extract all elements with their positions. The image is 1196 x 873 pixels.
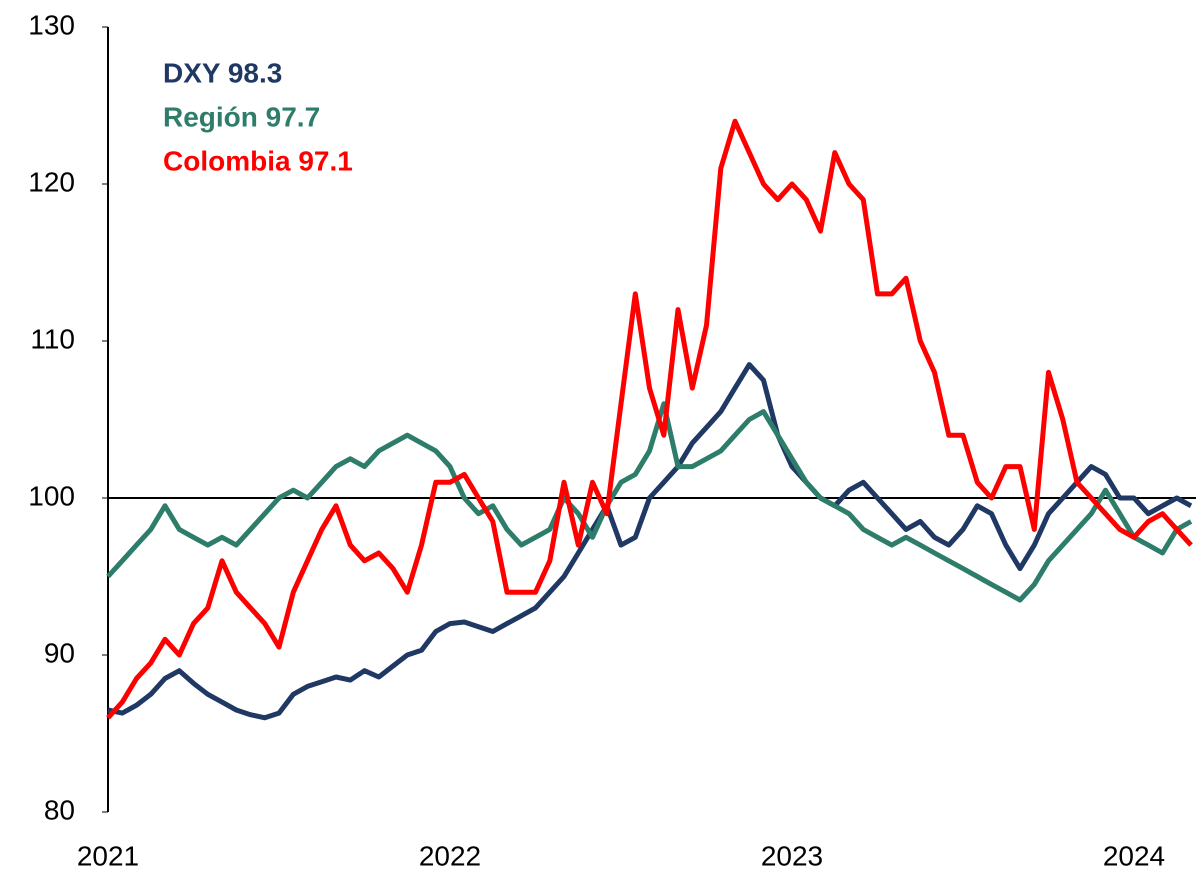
y-tick-label: 80 [44,794,75,825]
x-tick-label: 2024 [1103,840,1165,871]
x-tick-label: 2022 [419,840,481,871]
series-line [106,118,1193,720]
x-tick-label: 2023 [761,840,823,871]
legend-label: DXY 98.3 [163,57,282,88]
series-line [107,362,1193,721]
legend-label: Colombia 97.1 [163,145,353,176]
y-tick-label: 130 [28,9,75,40]
x-tick-label: 2021 [77,840,139,871]
series-line [106,401,1193,603]
y-tick-label: 120 [28,166,75,197]
y-tick-label: 90 [44,637,75,668]
y-tick-label: 100 [28,480,75,511]
legend-label: Región 97.7 [163,101,320,132]
y-tick-label: 110 [30,323,75,354]
